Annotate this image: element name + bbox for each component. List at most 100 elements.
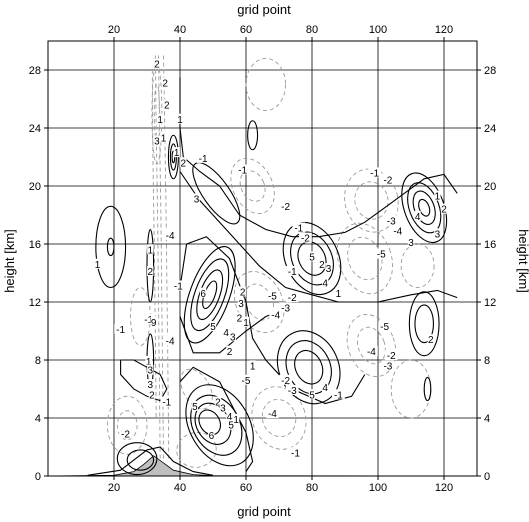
contour-label: 1 (148, 245, 154, 256)
contour-label-bg (119, 428, 132, 439)
contour-label-bg (199, 287, 207, 298)
contour-label-bg (285, 384, 299, 395)
contour-label: -1 (238, 166, 247, 177)
contour-label: 1 (157, 115, 163, 126)
contour-label-bg (325, 263, 332, 274)
y-tick-label-left: 0 (35, 471, 41, 483)
contour-label-bg (279, 200, 292, 211)
y-tick-label-left: 20 (29, 181, 41, 193)
contour-label: -1 (334, 390, 343, 401)
contour-label-bg (292, 222, 306, 233)
contour-label: 1 (233, 415, 239, 426)
contour-label-bg (266, 408, 279, 419)
positive-contour (183, 246, 236, 344)
contour-label-bg (219, 402, 227, 413)
contour-label: -4 (367, 347, 376, 358)
positive-contour (423, 376, 432, 402)
positive-contour-line (179, 236, 366, 405)
contour-label: -1 (116, 325, 125, 336)
contour-label: 9 (151, 318, 157, 329)
contour-label-bg (226, 411, 233, 421)
contour-label-bg (157, 113, 164, 124)
contour-label-bg (114, 324, 127, 334)
contour-label-bg (145, 355, 152, 366)
contour-label: -2 (121, 429, 130, 440)
contour-label: 1 (243, 318, 249, 329)
contour-label: 1 (336, 289, 342, 300)
contour-label-bg (318, 258, 326, 269)
contour-label: 4 (322, 279, 328, 290)
y-tick-label-left: 28 (29, 65, 41, 77)
contour-label-bg (308, 389, 316, 400)
positive-contour (185, 384, 254, 467)
contour-label-bg (193, 193, 200, 204)
contour-label-bg (142, 313, 156, 324)
negative-contour (261, 398, 297, 438)
contour-label-bg (407, 237, 415, 247)
x-tick-label-top: 80 (306, 24, 318, 36)
contour-label-bg (374, 248, 388, 259)
contour-label: 5 (228, 421, 234, 432)
contour-label: 2 (215, 398, 221, 409)
positive-contour (146, 228, 155, 303)
positive-contour (408, 291, 440, 357)
positive-contour (198, 409, 222, 436)
contour-label: 6 (209, 431, 215, 442)
contour-label: -4 (166, 337, 175, 348)
contour-label-bg (299, 232, 312, 243)
positive-contours-layer (87, 77, 458, 476)
y-tick-label-right: 0 (484, 471, 490, 483)
contour-label: 1 (435, 192, 441, 203)
contour-label-bg (153, 135, 161, 146)
x-tick-label-bottom: 120 (435, 482, 453, 494)
contour-label-bg (269, 309, 283, 320)
contour-label-bg (381, 174, 395, 185)
contour-label: -4 (166, 231, 175, 242)
contour-label: 4 (415, 212, 421, 223)
contour-label-bg (237, 297, 245, 308)
positive-contour (106, 237, 115, 257)
contour-label: -4 (393, 226, 402, 237)
contour-label-bg (160, 132, 167, 143)
x-tick-label-bottom: 40 (174, 482, 186, 494)
contour-label: 1 (95, 260, 101, 271)
contour-label: -3 (288, 386, 297, 397)
contour-label: 3 (148, 366, 154, 377)
negative-contour (356, 326, 386, 365)
y-tick-label-right: 8 (484, 355, 490, 367)
positive-contour-line (179, 171, 458, 303)
contour-label: 1 (177, 115, 183, 126)
contour-label: 4 (223, 328, 229, 339)
contour-label: -1 (199, 154, 208, 165)
contour-label: 2 (428, 335, 434, 346)
contour-label-bg (163, 229, 177, 240)
positive-contour (414, 304, 434, 344)
contour-label: 3 (230, 332, 236, 343)
contour-label: -5 (242, 376, 251, 387)
contour-label: 1 (161, 134, 167, 145)
contour-label: -5 (268, 292, 277, 303)
positive-contour (95, 205, 127, 289)
negative-contour (176, 431, 217, 468)
contour-label-bg (236, 312, 243, 323)
contour-label-bg (153, 58, 161, 69)
contour-label: 3 (435, 229, 441, 240)
contour-label: -2 (281, 376, 290, 387)
contour-label-bg (434, 228, 441, 239)
positive-contour (297, 241, 327, 276)
contour-label: 3 (194, 195, 200, 206)
contour-label-bg (147, 379, 154, 390)
contour-label: 2 (237, 313, 243, 324)
contour-label: -4 (268, 409, 277, 420)
positive-contour (190, 258, 230, 332)
positive-contour (247, 120, 259, 151)
contour-label-bg (335, 287, 342, 298)
negative-contour (233, 271, 285, 333)
x-tick-label-bottom: 20 (108, 482, 120, 494)
x-axis-title-top: grid point (237, 2, 291, 17)
contour-label-bg (285, 292, 299, 303)
contour-label: 4 (227, 412, 233, 423)
contour-label-bg (384, 350, 398, 361)
